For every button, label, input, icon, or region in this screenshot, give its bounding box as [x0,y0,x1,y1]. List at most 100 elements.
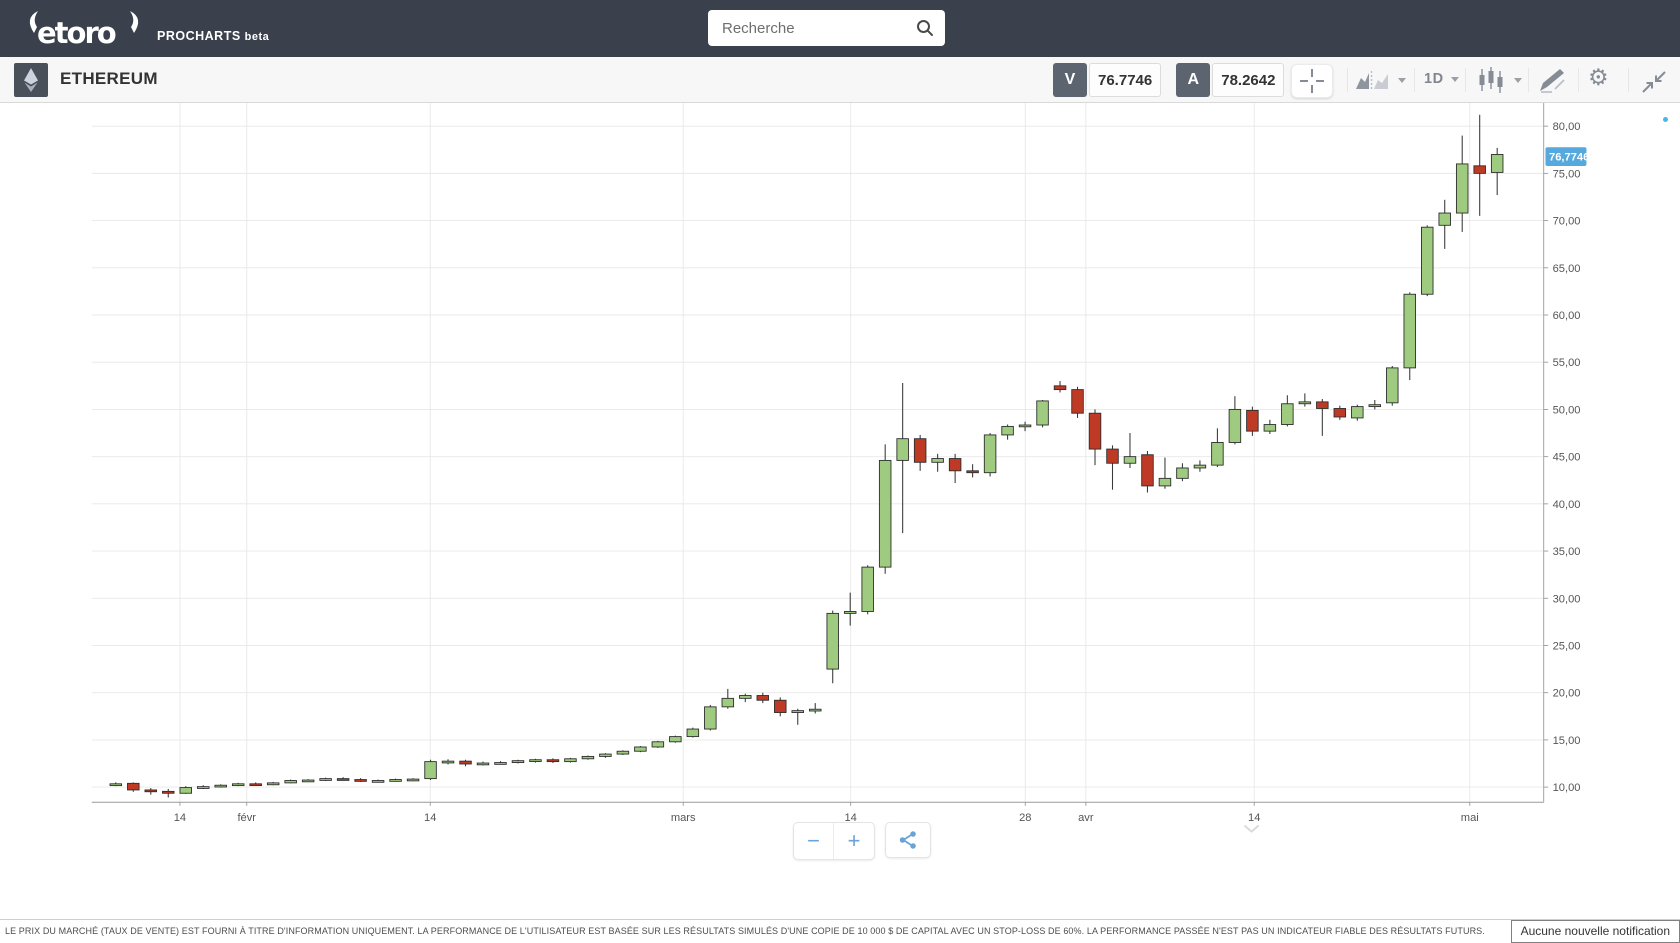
candle[interactable] [1053,385,1067,391]
candle[interactable] [948,458,962,472]
candle[interactable] [214,784,227,788]
candle[interactable] [284,780,297,784]
candle[interactable] [389,779,402,782]
candle[interactable] [669,736,682,743]
candle[interactable] [476,762,490,766]
candle[interactable] [494,762,507,765]
app-header: etoro PROCHARTS beta [0,0,1680,57]
collapse-button[interactable] [1640,68,1668,94]
candle[interactable] [511,760,525,764]
candle[interactable] [144,789,158,793]
candle[interactable] [1141,454,1154,487]
candle[interactable] [756,695,770,701]
settings-button[interactable]: ⚙ [1588,66,1609,89]
candle[interactable] [371,780,385,783]
candle[interactable] [1193,464,1207,469]
candle[interactable] [913,438,927,463]
candle[interactable] [179,787,192,794]
compare-charts-selector[interactable] [1355,69,1406,91]
drawing-tools-button[interactable] [1538,67,1566,93]
candle[interactable] [1386,367,1399,404]
buy-price-button[interactable]: 78.2642 [1212,63,1285,97]
interval-selector[interactable]: 1D [1424,71,1459,87]
candle[interactable] [966,470,979,474]
candle[interactable] [109,783,123,787]
candle[interactable] [896,438,909,461]
candle[interactable] [1421,226,1434,295]
candle[interactable] [354,779,367,782]
candlestick-chart[interactable]: 80,00 75,00 70,00 65,00 60,00 55,00 50,00 45,00… [0,103,1680,943]
candle[interactable] [1228,408,1242,443]
candle[interactable] [634,746,647,752]
share-button[interactable] [885,822,931,858]
candle[interactable] [424,761,437,780]
candle[interactable] [1438,212,1451,226]
candle[interactable] [1403,293,1416,369]
candle[interactable] [127,782,140,791]
candle[interactable] [564,758,577,763]
candle[interactable] [196,786,210,789]
candle[interactable] [1158,477,1172,487]
chevron-down-icon[interactable] [1243,824,1260,833]
candle[interactable] [616,750,630,755]
candle[interactable] [1473,165,1486,174]
candle[interactable] [1316,401,1329,409]
candle[interactable] [1298,401,1312,405]
candle[interactable] [546,759,560,763]
candle[interactable] [529,759,542,762]
notification-box[interactable]: Aucune nouvelle notification [1510,920,1680,943]
candle[interactable] [843,611,857,614]
candle[interactable] [1018,424,1032,428]
candle[interactable] [1368,404,1382,408]
candle[interactable] [1123,456,1137,464]
sell-price-button[interactable]: 76.7746 [1089,63,1162,97]
etoro-logo[interactable]: etoro PROCHARTS beta [22,6,269,50]
candle[interactable] [1263,424,1277,432]
search-input[interactable] [708,10,945,46]
candle[interactable] [739,695,752,699]
candle[interactable] [1455,163,1469,214]
candle[interactable] [861,566,874,612]
candle[interactable] [826,612,839,670]
candle[interactable] [809,708,822,712]
candle[interactable] [1071,389,1084,414]
candle[interactable] [1351,406,1364,419]
candle[interactable] [1333,408,1347,418]
candle[interactable] [878,459,892,568]
candle[interactable] [266,782,280,786]
candle[interactable] [162,790,175,794]
candle[interactable] [721,697,735,708]
candle[interactable] [931,458,944,463]
chart-type-selector[interactable] [1477,67,1522,93]
candle[interactable] [983,434,997,474]
zoom-in-button[interactable]: + [847,828,861,853]
candle[interactable] [704,706,717,730]
candle[interactable] [441,760,455,764]
candle[interactable] [581,755,595,760]
collapse-arrows-icon [1642,71,1666,93]
candle[interactable] [1001,425,1014,436]
candle[interactable] [1106,448,1119,464]
candle[interactable] [459,760,472,765]
candle[interactable] [1176,467,1189,479]
candle[interactable] [1036,400,1049,426]
candle[interactable] [599,753,612,757]
candle[interactable] [791,710,804,713]
crosshair-button[interactable] [1291,64,1333,98]
candle[interactable] [1281,403,1294,425]
candle[interactable] [1088,412,1102,450]
candle[interactable] [231,783,245,787]
search-icon[interactable] [915,18,935,38]
candle[interactable] [249,783,262,787]
candle[interactable] [301,779,315,783]
candle[interactable] [774,699,787,713]
candle[interactable] [1211,442,1224,466]
candle[interactable] [651,741,665,748]
candle[interactable] [1246,409,1259,432]
candle[interactable] [319,778,332,781]
candle[interactable] [686,728,700,738]
zoom-out-button[interactable]: − [794,823,834,859]
candle[interactable] [406,778,420,782]
candle[interactable] [336,778,350,781]
candle[interactable] [1490,154,1504,173]
